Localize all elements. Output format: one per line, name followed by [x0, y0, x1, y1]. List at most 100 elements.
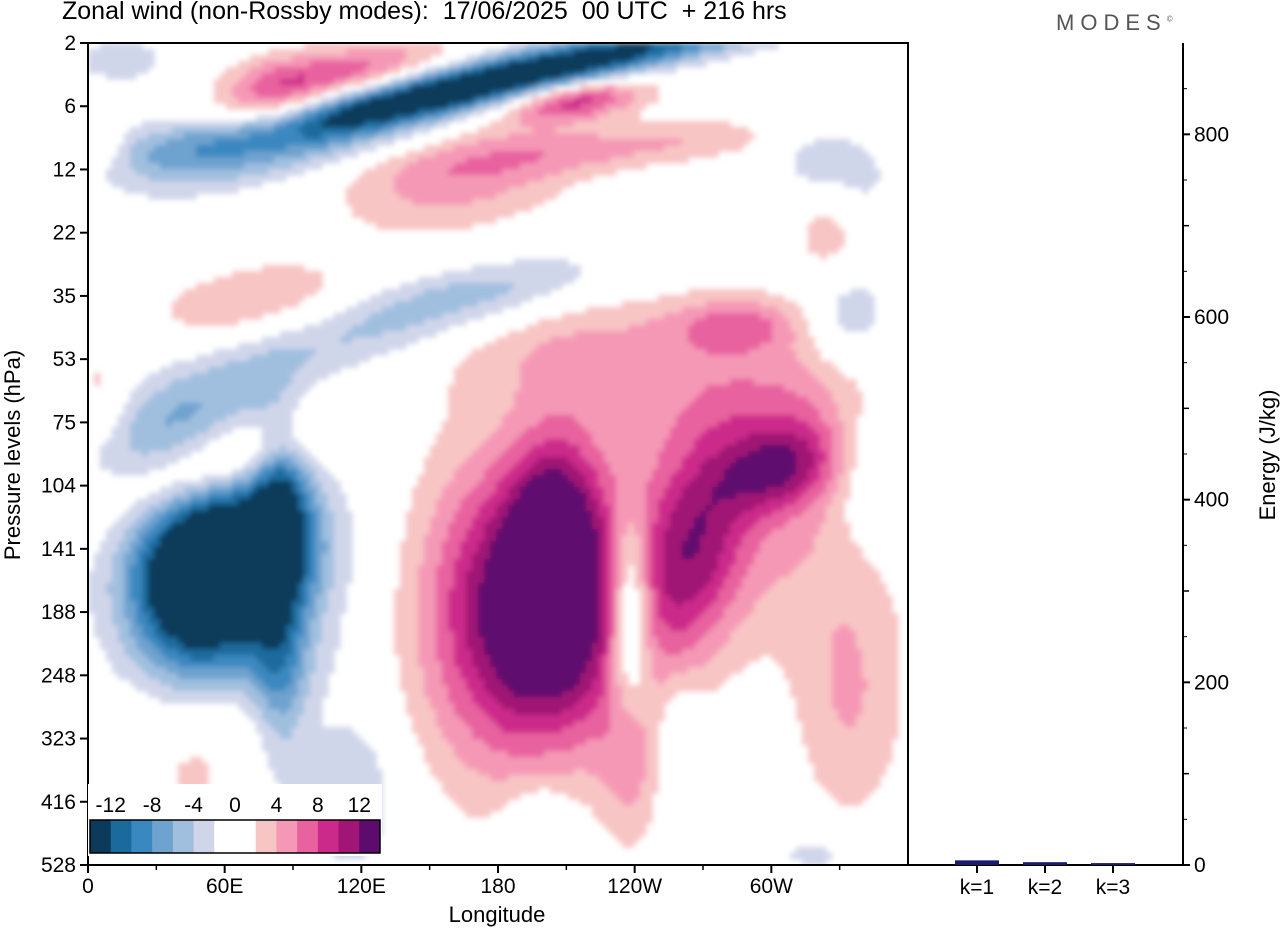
heatmap-cell	[226, 403, 233, 410]
heatmap-cell	[136, 175, 143, 182]
heatmap-cell	[298, 373, 305, 380]
heatmap-cell	[610, 439, 617, 446]
heatmap-cell	[304, 115, 311, 122]
heatmap-cell	[520, 133, 527, 140]
heatmap-cell	[604, 373, 611, 380]
heatmap-cell	[472, 187, 479, 194]
heatmap-cell	[646, 433, 653, 440]
heatmap-cell	[454, 439, 461, 446]
heatmap-cell	[718, 379, 725, 386]
heatmap-cell	[376, 343, 383, 350]
heatmap-cell	[172, 361, 179, 368]
heatmap-cell	[532, 325, 539, 332]
heatmap-cell	[664, 391, 671, 398]
heatmap-cell	[718, 313, 725, 320]
heatmap-cell	[556, 181, 563, 188]
heatmap-cell	[556, 277, 563, 284]
heatmap-cell	[850, 415, 857, 422]
heatmap-cell	[202, 379, 209, 386]
heatmap-cell	[148, 451, 155, 458]
heatmap-cell	[256, 181, 263, 188]
heatmap-cell	[556, 259, 563, 266]
heatmap-cell	[220, 427, 227, 434]
heatmap-cell	[724, 397, 731, 404]
heatmap-cell	[328, 67, 335, 74]
heatmap-cell	[724, 445, 731, 452]
heatmap-cell	[808, 457, 815, 464]
heatmap-cell	[526, 385, 533, 392]
heatmap-cell	[166, 121, 173, 128]
heatmap-cell	[202, 421, 209, 428]
heatmap-cell	[700, 451, 707, 458]
heatmap-cell	[532, 61, 539, 68]
heatmap-cell	[862, 175, 869, 182]
heatmap-cell	[610, 73, 617, 80]
heatmap-cell	[460, 421, 467, 428]
heatmap-cell	[670, 439, 677, 446]
heatmap-cell	[754, 289, 761, 296]
heatmap-cell	[442, 271, 449, 278]
heatmap-cell	[286, 265, 293, 272]
heatmap-cell	[292, 289, 299, 296]
heatmap-cell	[532, 43, 539, 50]
heatmap-cell	[424, 169, 431, 176]
heatmap-cell	[226, 301, 233, 308]
heatmap-cell	[298, 157, 305, 164]
heatmap-cell	[556, 373, 563, 380]
heatmap-cell	[358, 43, 365, 50]
heatmap-cell	[466, 79, 473, 86]
heatmap-cell	[526, 409, 533, 416]
heatmap-cell	[202, 145, 209, 152]
heatmap-cell	[190, 427, 197, 434]
heatmap-cell	[802, 157, 809, 164]
heatmap-cell	[562, 175, 569, 182]
heatmap-cell	[280, 61, 287, 68]
heatmap-cell	[838, 151, 845, 158]
heatmap-cell	[232, 283, 239, 290]
heatmap-cell	[856, 409, 863, 416]
heatmap-cell	[412, 73, 419, 80]
heatmap-cell	[310, 283, 317, 290]
heatmap-cell	[694, 307, 701, 314]
heatmap-cell	[460, 175, 467, 182]
heatmap-cell	[310, 133, 317, 140]
heatmap-cell	[838, 235, 845, 242]
heatmap-cell	[568, 175, 575, 182]
heatmap-cell	[634, 61, 641, 68]
heatmap-cell	[496, 295, 503, 302]
heatmap-cell	[796, 307, 803, 314]
heatmap-cell	[346, 331, 353, 338]
heatmap-cell	[454, 109, 461, 116]
heatmap-cell	[304, 385, 311, 392]
heatmap-cell	[226, 121, 233, 128]
heatmap-cell	[478, 451, 485, 458]
heatmap-cell	[694, 433, 701, 440]
heatmap-cell	[610, 145, 617, 152]
heatmap-cell	[532, 157, 539, 164]
heatmap-area	[88, 43, 899, 865]
heatmap-cell	[688, 361, 695, 368]
heatmap-cell	[238, 409, 245, 416]
heatmap-cell	[646, 361, 653, 368]
heatmap-cell	[508, 373, 515, 380]
heatmap-cell	[262, 385, 269, 392]
heatmap-cell	[172, 307, 179, 314]
heatmap-cell	[616, 391, 623, 398]
heatmap-cell	[202, 187, 209, 194]
heatmap-cell	[850, 385, 857, 392]
heatmap-cell	[802, 343, 809, 350]
heatmap-cell	[502, 115, 509, 122]
heatmap-cell	[766, 313, 773, 320]
heatmap-cell	[742, 295, 749, 302]
heatmap-cell	[346, 121, 353, 128]
heatmap-cell	[850, 307, 857, 314]
heatmap-cell	[742, 361, 749, 368]
heatmap-cell	[640, 337, 647, 344]
heatmap-cell	[676, 43, 683, 50]
heatmap-cell	[622, 115, 629, 122]
heatmap-cell	[610, 343, 617, 350]
heatmap-cell	[658, 433, 665, 440]
heatmap-cell	[718, 385, 725, 392]
heatmap-cell	[574, 343, 581, 350]
heatmap-cell	[400, 193, 407, 200]
